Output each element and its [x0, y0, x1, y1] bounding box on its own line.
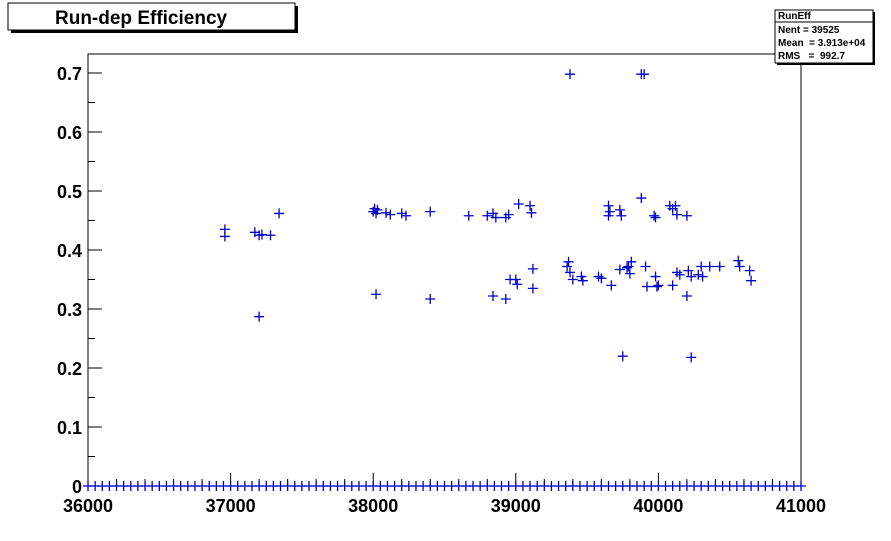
y-tick-label: 0.7	[57, 64, 82, 84]
point	[510, 274, 521, 285]
stats-name: RunEff	[778, 11, 811, 22]
point	[396, 208, 407, 219]
point	[714, 261, 725, 272]
point	[796, 481, 806, 491]
point	[482, 210, 493, 221]
point	[274, 208, 285, 219]
y-tick-label: 0	[72, 477, 82, 497]
point	[614, 264, 625, 275]
point	[670, 200, 681, 211]
point	[265, 230, 276, 241]
point	[649, 210, 660, 221]
point	[385, 209, 396, 220]
y-tick-label: 0.1	[57, 418, 82, 438]
point	[381, 207, 392, 218]
y-tick-label: 0.5	[57, 182, 82, 202]
point	[256, 229, 267, 240]
x-tick-label: 39000	[491, 496, 541, 516]
point	[503, 209, 514, 220]
point	[733, 255, 744, 266]
title-box	[7, 2, 296, 31]
point	[564, 267, 575, 278]
point	[567, 274, 578, 285]
point	[527, 283, 538, 294]
point	[653, 280, 664, 291]
x-tick-label: 37000	[206, 496, 256, 516]
point	[734, 261, 745, 272]
point	[513, 198, 524, 209]
point	[616, 210, 627, 221]
point	[744, 265, 755, 276]
point	[636, 193, 647, 204]
y-tick-label: 0.3	[57, 300, 82, 320]
point	[641, 281, 652, 292]
point	[681, 291, 692, 302]
point	[686, 271, 697, 282]
y-tick-label: 0.2	[57, 359, 82, 379]
point	[603, 200, 614, 211]
point	[563, 256, 574, 267]
point	[562, 261, 573, 272]
point	[400, 210, 411, 221]
x-tick-label: 41000	[776, 496, 826, 516]
x-tick-label: 38000	[348, 496, 398, 516]
point	[696, 261, 707, 272]
point	[674, 269, 685, 280]
point	[254, 311, 265, 322]
point	[617, 351, 628, 362]
point	[425, 293, 436, 304]
y-tick-label: 0.6	[57, 123, 82, 143]
point	[487, 291, 498, 302]
stats-box	[774, 9, 874, 64]
point	[372, 204, 383, 215]
point	[640, 261, 651, 272]
point	[371, 289, 382, 300]
point	[746, 275, 757, 286]
point	[650, 271, 661, 282]
point	[526, 207, 537, 218]
point	[626, 256, 637, 267]
point	[693, 269, 704, 280]
point	[704, 261, 715, 272]
point	[425, 206, 436, 217]
point	[624, 268, 635, 279]
chart-title: Run-dep Efficiency	[55, 8, 228, 29]
point	[650, 212, 661, 223]
point	[527, 263, 538, 274]
point	[603, 210, 614, 221]
point	[490, 212, 501, 223]
point	[219, 231, 230, 242]
point	[606, 280, 617, 291]
point	[577, 275, 588, 286]
point	[683, 265, 694, 276]
point	[596, 273, 607, 284]
point	[614, 204, 625, 215]
point	[564, 69, 575, 80]
y-tick-label: 0.4	[57, 241, 82, 261]
x-tick-label: 40000	[633, 496, 683, 516]
point	[697, 271, 708, 282]
point	[463, 210, 474, 221]
point	[622, 262, 633, 273]
stats-line: Mean = 3.913e+04	[778, 38, 866, 49]
point	[639, 69, 650, 80]
stats-line: Nent = 39525	[778, 25, 840, 36]
stats-line: RMS = 992.7	[778, 51, 845, 62]
point	[681, 210, 692, 221]
x-tick-label: 36000	[63, 496, 113, 516]
point	[500, 293, 511, 304]
point	[686, 352, 697, 363]
point	[604, 206, 615, 217]
point	[576, 271, 587, 282]
point	[671, 209, 682, 220]
point	[667, 280, 678, 291]
point	[512, 279, 523, 290]
point	[525, 200, 536, 211]
point	[651, 281, 662, 292]
